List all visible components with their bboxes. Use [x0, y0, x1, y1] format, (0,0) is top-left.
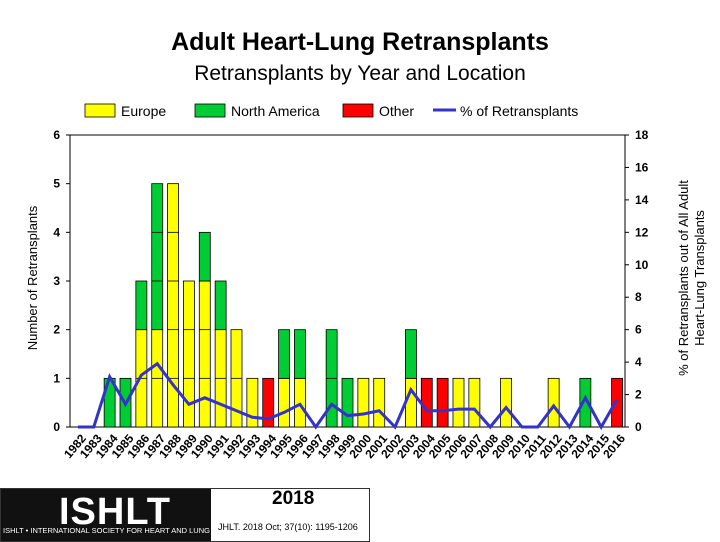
y2-tick-label: 16 [635, 160, 649, 174]
y2-axis-label-line2: Heart-Lung Transplants [692, 210, 707, 346]
y2-tick-label: 4 [635, 355, 642, 369]
y2-axis-label-line1: % of Retransplants out of All Adult [676, 180, 691, 376]
y-tick-label: 1 [53, 371, 60, 385]
bar-north-america-1987 [151, 183, 164, 331]
line-percent-retransplants [77, 361, 619, 431]
y-axis-label: Number of Retransplants [25, 205, 40, 350]
bar-north-america-1986 [135, 280, 148, 331]
y-tick-label: 0 [53, 420, 60, 434]
y2-tick-label: 14 [635, 193, 649, 207]
y2-tick-label: 0 [635, 420, 642, 434]
y-tick-label: 6 [53, 128, 60, 142]
legend: Europe North America Other % of Retransplan… [70, 100, 625, 121]
y2-tick-label: 18 [635, 128, 649, 142]
citation: JHLT. 2018 Oct; 37(10): 1195-1206 [218, 522, 358, 532]
logo-wordmark: ISHLT [59, 491, 171, 533]
bar-europe-2009 [500, 377, 512, 428]
logo-subtitle: ISHLT • INTERNATIONAL SOCIETY FOR HEART … [3, 526, 284, 535]
bar-europe-2001 [373, 377, 386, 428]
bar-europe-1995 [278, 377, 290, 428]
legend-swatch-north-america [194, 103, 226, 118]
legend-label-other: Other [379, 103, 414, 119]
legend-swatch-europe [84, 103, 116, 118]
bar-other-1994 [262, 377, 275, 428]
chart-title: Adult Heart-Lung Retransplants [171, 28, 549, 56]
bar-north-america-1990 [198, 231, 211, 282]
bar-north-america-1999 [341, 377, 354, 428]
ishlt-logo: ISHLT ISHLT • INTERNATIONAL SOCIETY FOR … [0, 488, 370, 542]
bar-europe-1988 [167, 183, 179, 428]
bar-europe-2000 [357, 377, 370, 428]
bar-north-america-1995 [278, 329, 290, 379]
report-year: 2018 [272, 488, 315, 509]
y2-tick-label: 12 [635, 225, 649, 239]
bar-other-2016 [611, 377, 623, 428]
bar-europe-1989 [183, 280, 195, 428]
y-tick-label: 5 [53, 177, 60, 191]
legend-label-europe: Europe [121, 103, 166, 119]
bar-north-america-1996 [294, 329, 306, 379]
bar-europe-2012 [547, 377, 560, 428]
bar-europe-2007 [468, 377, 481, 428]
y2-tick-label: 8 [635, 290, 642, 304]
chart-subtitle: Retransplants by Year and Location [194, 62, 526, 85]
y2-tick-label: 6 [635, 323, 642, 337]
bar-north-america-1991 [214, 280, 227, 331]
bar-north-america-2014 [579, 377, 592, 428]
bar-north-america-2003 [405, 329, 417, 379]
legend-swatch-other [342, 103, 374, 118]
bar-other-2005 [436, 377, 449, 428]
bar-other-2004 [420, 377, 433, 428]
y-tick-label: 2 [53, 323, 60, 337]
y-tick-label: 4 [53, 225, 60, 239]
legend-label-percent: % of Retransplants [460, 103, 578, 119]
bar-europe-2003 [405, 377, 417, 428]
y2-tick-label: 2 [635, 388, 642, 402]
bar-europe-2006 [452, 377, 465, 428]
y2-tick-label: 10 [635, 258, 649, 272]
legend-label-north-america: North America [231, 103, 320, 119]
bar-europe-1993 [246, 377, 259, 428]
bar-europe-1990 [198, 280, 211, 428]
y-tick-label: 3 [53, 274, 60, 288]
logo-band: ISHLT ISHLT • INTERNATIONAL SOCIETY FOR … [1, 489, 283, 541]
